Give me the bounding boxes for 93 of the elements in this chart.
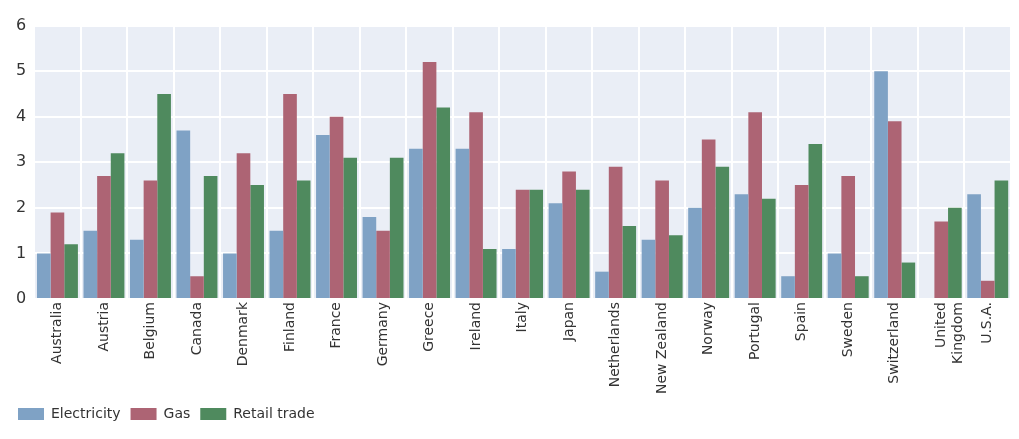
bar bbox=[794, 185, 809, 298]
bar bbox=[734, 194, 749, 298]
bar bbox=[622, 226, 637, 298]
x-tick-label: U.S.A. bbox=[978, 302, 995, 344]
bar bbox=[316, 134, 330, 298]
bar bbox=[841, 175, 856, 298]
bar bbox=[701, 139, 716, 298]
x-tick-label: Austria bbox=[94, 302, 111, 352]
x-tick-label: New Zealand bbox=[652, 302, 669, 394]
bar bbox=[641, 239, 656, 298]
x-tick-label: Switzerland bbox=[885, 302, 902, 384]
bar bbox=[980, 280, 995, 298]
bar bbox=[994, 180, 1009, 298]
bar bbox=[269, 230, 284, 298]
bar bbox=[469, 112, 483, 298]
bar bbox=[130, 239, 144, 298]
bar bbox=[50, 212, 65, 298]
bar bbox=[436, 107, 451, 298]
x-tick-label: Ireland bbox=[466, 302, 483, 351]
x-tick-label: France bbox=[327, 302, 344, 349]
bar bbox=[376, 230, 390, 298]
bar bbox=[223, 253, 237, 298]
x-tick-label: Sweden bbox=[838, 302, 855, 358]
bar bbox=[329, 116, 344, 298]
x-tick-label: Belgium bbox=[141, 302, 158, 360]
bar bbox=[781, 276, 795, 298]
x-tick-label: Portugal bbox=[745, 302, 762, 360]
bar bbox=[761, 198, 776, 298]
x-tick-label: Denmark bbox=[234, 301, 251, 367]
y-tick-label: 3 bbox=[15, 151, 27, 171]
bar bbox=[83, 230, 98, 298]
bar bbox=[529, 189, 544, 298]
bar bbox=[608, 166, 623, 298]
legend-label: Electricity bbox=[51, 404, 121, 421]
bar bbox=[110, 153, 125, 298]
bar bbox=[362, 216, 377, 298]
bar bbox=[688, 207, 702, 298]
bar bbox=[901, 262, 916, 298]
bar bbox=[515, 189, 530, 298]
bar bbox=[36, 253, 51, 298]
y-tick-label: 5 bbox=[15, 60, 27, 80]
bar bbox=[548, 203, 563, 298]
bar bbox=[874, 71, 888, 298]
bar bbox=[808, 144, 823, 298]
bar bbox=[827, 253, 842, 298]
bar bbox=[236, 153, 251, 298]
legend-label: Gas bbox=[163, 404, 191, 421]
x-tick-label: Norway bbox=[699, 302, 716, 356]
bar bbox=[143, 180, 158, 298]
bar bbox=[967, 194, 981, 298]
bar bbox=[655, 180, 669, 298]
bar bbox=[562, 171, 576, 298]
x-tick-label: Finland bbox=[280, 302, 297, 353]
x-tick-label: Netherlands bbox=[606, 302, 623, 388]
legend-label: Retail trade bbox=[233, 404, 315, 421]
bar bbox=[482, 248, 497, 298]
x-tick-label: Italy bbox=[513, 302, 530, 333]
bar bbox=[343, 157, 357, 298]
bar bbox=[668, 235, 683, 298]
bar bbox=[283, 93, 297, 298]
bar bbox=[409, 148, 423, 298]
x-tick-label: Canada bbox=[187, 302, 204, 356]
bar bbox=[422, 62, 437, 298]
bar bbox=[190, 276, 204, 298]
y-tick-label: 2 bbox=[15, 197, 27, 217]
bar bbox=[575, 189, 590, 298]
bar bbox=[948, 207, 962, 298]
x-tick-label: Greece bbox=[420, 302, 437, 352]
bar bbox=[296, 180, 311, 298]
bar bbox=[64, 244, 78, 298]
bar bbox=[887, 121, 902, 298]
bar bbox=[203, 175, 218, 298]
bar bbox=[97, 175, 111, 298]
y-tick-label: 0 bbox=[15, 288, 27, 308]
x-tick-label: Spain bbox=[792, 302, 809, 342]
x-tick-label: Australia bbox=[48, 302, 65, 364]
y-tick-label: 4 bbox=[15, 105, 27, 125]
bar bbox=[715, 166, 730, 298]
bar bbox=[176, 130, 191, 298]
x-tick-label: Germany bbox=[373, 302, 390, 367]
bar bbox=[595, 271, 609, 298]
bar bbox=[157, 93, 171, 298]
y-tick-label: 6 bbox=[15, 14, 27, 34]
y-tick-label: 1 bbox=[15, 242, 27, 262]
x-tick-label: United Kingdom bbox=[931, 302, 965, 364]
bar bbox=[455, 148, 470, 298]
bar bbox=[250, 185, 264, 298]
bar bbox=[389, 157, 404, 298]
bar bbox=[934, 221, 949, 298]
bar bbox=[748, 112, 762, 298]
x-tick-label: Japan bbox=[559, 302, 576, 343]
bar bbox=[502, 248, 516, 298]
bar bbox=[855, 276, 869, 298]
